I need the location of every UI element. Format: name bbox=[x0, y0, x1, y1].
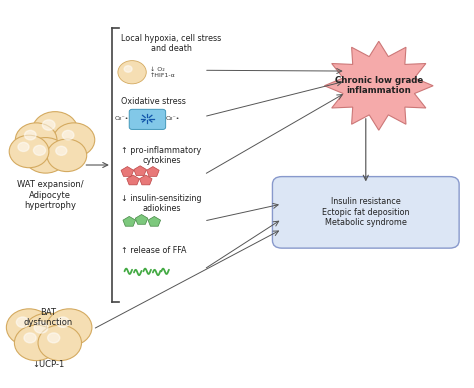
Polygon shape bbox=[139, 175, 152, 185]
Circle shape bbox=[47, 333, 60, 343]
Polygon shape bbox=[148, 217, 161, 226]
Circle shape bbox=[15, 123, 57, 157]
Circle shape bbox=[47, 139, 87, 171]
Circle shape bbox=[124, 66, 132, 72]
Text: Insulin resistance
Ectopic fat deposition
Metabolic syndrome: Insulin resistance Ectopic fat depositio… bbox=[322, 197, 410, 227]
Circle shape bbox=[46, 309, 92, 346]
Circle shape bbox=[56, 317, 69, 327]
Text: WAT expansion/
Adipocyte
hypertrophy: WAT expansion/ Adipocyte hypertrophy bbox=[17, 180, 83, 210]
Text: Local hypoxia, cell stress
and death: Local hypoxia, cell stress and death bbox=[121, 33, 221, 53]
Circle shape bbox=[56, 146, 67, 155]
Text: ↑ release of FFA: ↑ release of FFA bbox=[121, 246, 187, 255]
Text: ↑ pro-inflammatory
cytokines: ↑ pro-inflammatory cytokines bbox=[121, 146, 201, 165]
Text: O₂⁻•: O₂⁻• bbox=[115, 116, 129, 121]
Polygon shape bbox=[146, 166, 159, 176]
Circle shape bbox=[62, 130, 74, 140]
Text: Chronic low grade
inflammation: Chronic low grade inflammation bbox=[335, 76, 423, 95]
Polygon shape bbox=[123, 217, 136, 226]
Circle shape bbox=[32, 112, 78, 149]
Polygon shape bbox=[135, 215, 148, 224]
FancyBboxPatch shape bbox=[273, 177, 459, 248]
Text: ↓ O₂
↑HIF1-α: ↓ O₂ ↑HIF1-α bbox=[150, 67, 175, 78]
Text: ↓UCP-1: ↓UCP-1 bbox=[32, 360, 64, 369]
Polygon shape bbox=[121, 166, 134, 176]
Circle shape bbox=[42, 120, 55, 130]
Circle shape bbox=[25, 130, 36, 140]
Circle shape bbox=[18, 142, 29, 151]
Circle shape bbox=[118, 61, 146, 84]
Circle shape bbox=[16, 317, 29, 327]
Polygon shape bbox=[324, 41, 433, 130]
Circle shape bbox=[23, 313, 73, 353]
Circle shape bbox=[38, 325, 82, 360]
Circle shape bbox=[34, 322, 48, 333]
Text: ↓ insulin-sensitizing
adiokines: ↓ insulin-sensitizing adiokines bbox=[121, 194, 202, 213]
Circle shape bbox=[6, 309, 52, 346]
Polygon shape bbox=[127, 175, 139, 185]
Circle shape bbox=[34, 146, 46, 155]
Text: O₂⁻•: O₂⁻• bbox=[166, 116, 181, 121]
Circle shape bbox=[9, 135, 49, 168]
Text: BAT
dysfunction: BAT dysfunction bbox=[23, 308, 73, 327]
Text: Oxidative stress: Oxidative stress bbox=[121, 97, 186, 106]
Circle shape bbox=[53, 123, 95, 157]
Circle shape bbox=[24, 138, 67, 173]
Circle shape bbox=[14, 325, 58, 360]
Polygon shape bbox=[134, 166, 146, 175]
Circle shape bbox=[24, 333, 36, 343]
FancyBboxPatch shape bbox=[129, 109, 165, 130]
